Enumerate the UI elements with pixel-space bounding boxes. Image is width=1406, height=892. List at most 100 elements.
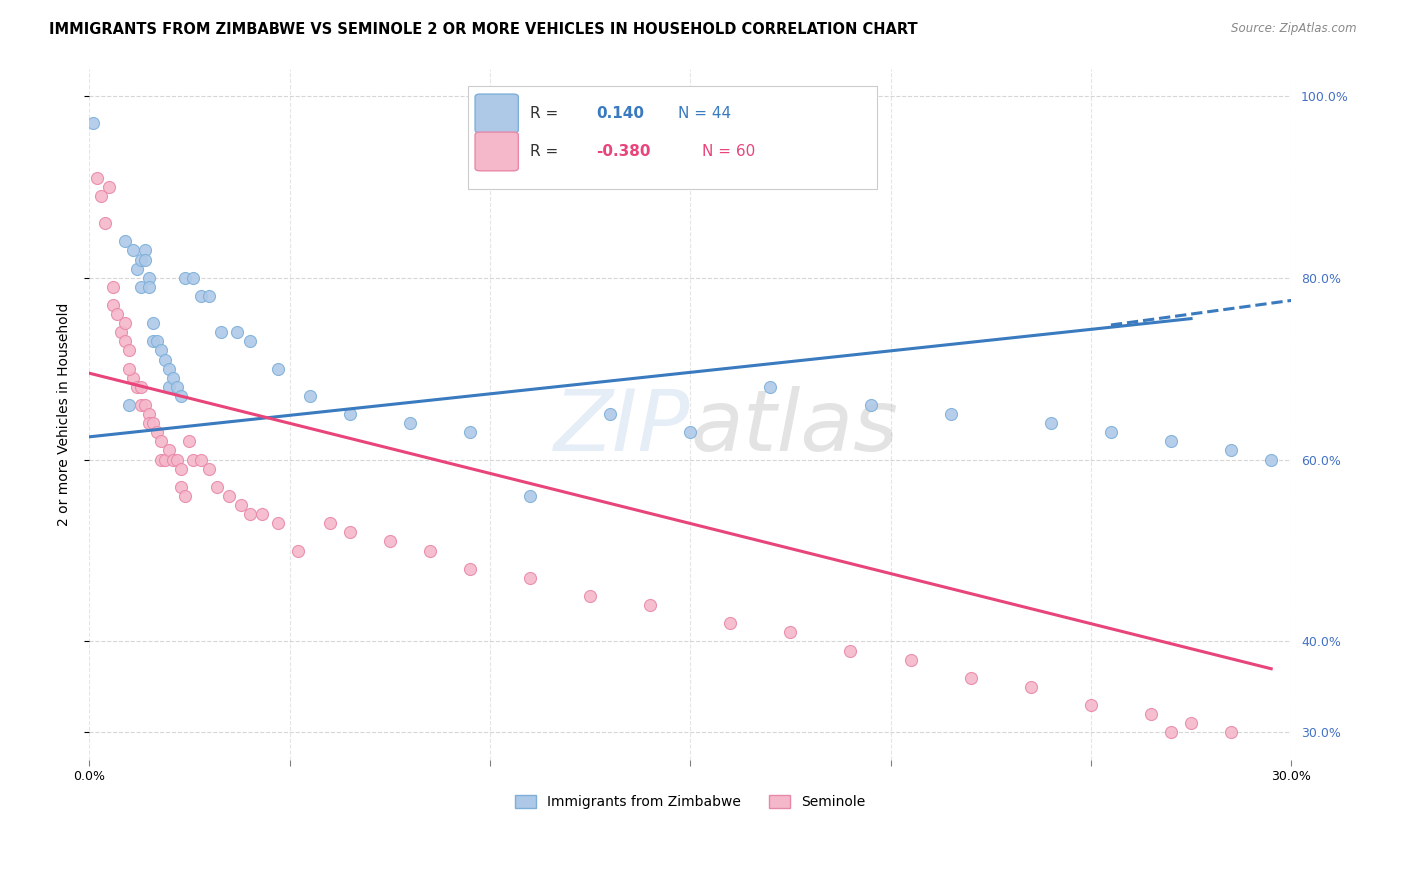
FancyBboxPatch shape <box>475 94 519 133</box>
Point <box>638 598 661 612</box>
Point <box>174 270 197 285</box>
Point <box>142 334 165 349</box>
Point <box>138 280 160 294</box>
Point <box>939 407 962 421</box>
Point <box>134 398 156 412</box>
Point <box>1180 716 1202 731</box>
Point <box>250 507 273 521</box>
Point <box>127 261 149 276</box>
Point <box>131 252 153 267</box>
Point <box>146 425 169 440</box>
Point <box>134 252 156 267</box>
Point <box>183 270 205 285</box>
Point <box>287 543 309 558</box>
Point <box>183 452 205 467</box>
Point <box>1160 725 1182 739</box>
Point <box>266 516 288 531</box>
Point <box>162 370 184 384</box>
Text: IMMIGRANTS FROM ZIMBABWE VS SEMINOLE 2 OR MORE VEHICLES IN HOUSEHOLD CORRELATION: IMMIGRANTS FROM ZIMBABWE VS SEMINOLE 2 O… <box>49 22 918 37</box>
FancyBboxPatch shape <box>475 132 519 170</box>
Point <box>759 380 782 394</box>
Point <box>142 316 165 330</box>
Point <box>103 280 125 294</box>
Point <box>131 398 153 412</box>
Point <box>162 452 184 467</box>
Point <box>94 216 117 230</box>
Point <box>266 361 288 376</box>
Point <box>519 489 541 503</box>
Point <box>1140 707 1163 722</box>
Point <box>198 461 221 475</box>
Point <box>118 343 141 358</box>
Point <box>114 334 136 349</box>
Point <box>134 244 156 258</box>
Point <box>378 534 401 549</box>
Point <box>458 425 481 440</box>
Point <box>157 361 180 376</box>
Point <box>179 434 201 449</box>
Point <box>131 280 153 294</box>
Point <box>157 443 180 458</box>
Text: Source: ZipAtlas.com: Source: ZipAtlas.com <box>1232 22 1357 36</box>
Point <box>127 380 149 394</box>
Point <box>170 389 193 403</box>
Point <box>1260 452 1282 467</box>
Point <box>98 179 121 194</box>
Point <box>1099 425 1122 440</box>
Point <box>118 398 141 412</box>
Point <box>339 525 361 540</box>
Point <box>103 298 125 312</box>
Text: R =: R = <box>530 106 564 121</box>
Point <box>859 398 882 412</box>
Point <box>174 489 197 503</box>
Point <box>519 571 541 585</box>
Point <box>131 380 153 394</box>
Legend: Immigrants from Zimbabwe, Seminole: Immigrants from Zimbabwe, Seminole <box>510 789 870 815</box>
Point <box>839 643 862 657</box>
Point <box>166 452 188 467</box>
Point <box>1160 434 1182 449</box>
Point <box>679 425 702 440</box>
Point <box>298 389 321 403</box>
Point <box>110 325 132 339</box>
Point <box>190 452 212 467</box>
Point <box>122 244 145 258</box>
Point <box>238 507 260 521</box>
Text: N = 60: N = 60 <box>702 144 755 159</box>
Point <box>1220 725 1243 739</box>
Text: -0.380: -0.380 <box>596 144 651 159</box>
Text: R =: R = <box>530 144 564 159</box>
Point <box>122 370 145 384</box>
Point <box>114 316 136 330</box>
Point <box>238 334 260 349</box>
Point <box>170 461 193 475</box>
Point <box>105 307 128 321</box>
Point <box>211 325 233 339</box>
Text: atlas: atlas <box>690 386 898 469</box>
Point <box>198 289 221 303</box>
Point <box>90 189 112 203</box>
Point <box>458 562 481 576</box>
Point <box>166 380 188 394</box>
Point <box>959 671 981 685</box>
Y-axis label: 2 or more Vehicles in Household: 2 or more Vehicles in Household <box>58 302 72 525</box>
Point <box>1080 698 1102 712</box>
Point <box>718 616 741 631</box>
Point <box>1039 416 1062 430</box>
Point <box>1220 443 1243 458</box>
Point <box>170 480 193 494</box>
Point <box>1019 680 1042 694</box>
Point <box>118 361 141 376</box>
Point <box>114 235 136 249</box>
Text: ZIP: ZIP <box>554 386 690 469</box>
Point <box>155 452 177 467</box>
Point <box>190 289 212 303</box>
Point <box>599 407 621 421</box>
Point <box>82 116 104 130</box>
Point <box>150 452 173 467</box>
Point <box>779 625 801 640</box>
FancyBboxPatch shape <box>468 86 876 189</box>
Point <box>231 498 253 512</box>
Point <box>900 653 922 667</box>
Point <box>318 516 340 531</box>
